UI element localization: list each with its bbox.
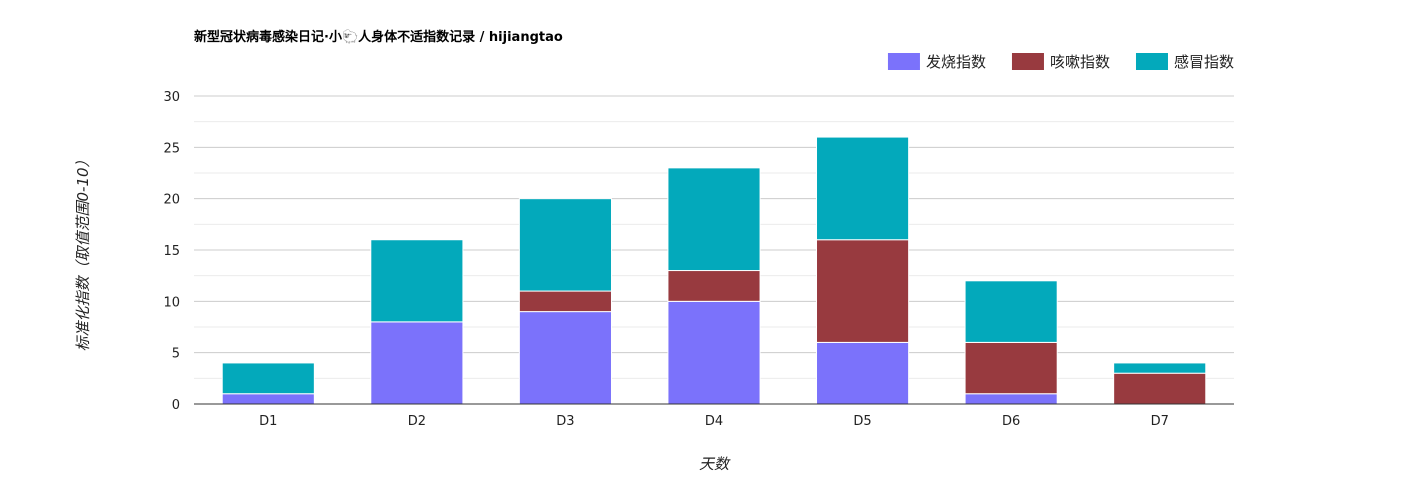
y-axis-title: 标准化指数（取值范围0-10） bbox=[74, 152, 92, 351]
y-tick-label: 15 bbox=[163, 244, 180, 259]
bar-segment bbox=[221, 362, 315, 395]
bar-segment bbox=[816, 136, 910, 241]
bar-segment bbox=[1113, 362, 1207, 374]
bar-segment bbox=[667, 270, 761, 302]
bar-segment bbox=[518, 290, 612, 313]
legend-swatch bbox=[1135, 53, 1168, 70]
y-tick-label: 30 bbox=[163, 90, 180, 105]
bar-segment bbox=[816, 239, 910, 343]
x-tick-label: D4 bbox=[705, 414, 723, 429]
bar-segment bbox=[518, 311, 612, 405]
legend-swatch bbox=[887, 53, 920, 70]
x-tick-label: D5 bbox=[853, 414, 871, 429]
y-tick-label: 0 bbox=[172, 398, 180, 413]
legend: 感冒指数 咳嗽指数 发烧指数 bbox=[887, 53, 1234, 71]
x-tick-label: D3 bbox=[556, 414, 574, 429]
bar-segment bbox=[221, 393, 315, 405]
chart-title: 新型冠状病毒感染日记·小🐑人身体不适指数记录 / hijiangtao bbox=[194, 28, 563, 45]
bar-segment bbox=[518, 198, 612, 292]
bar-segment bbox=[816, 341, 910, 405]
bar-segment bbox=[1113, 372, 1207, 405]
bar-segment bbox=[964, 341, 1058, 395]
legend-label: 咳嗽指数 bbox=[1050, 53, 1110, 71]
x-axis-ticks: D1 D2 D3 D4 D5 D6 D7 bbox=[259, 414, 1169, 429]
bars bbox=[221, 136, 1207, 405]
y-tick-label: 5 bbox=[172, 347, 180, 362]
x-tick-label: D7 bbox=[1151, 414, 1169, 429]
y-tick-label: 25 bbox=[163, 141, 180, 156]
bar-segment bbox=[370, 239, 464, 323]
legend-label: 发烧指数 bbox=[926, 53, 986, 71]
legend-label: 感冒指数 bbox=[1174, 53, 1234, 71]
bar-segment bbox=[370, 321, 464, 405]
x-tick-label: D1 bbox=[259, 414, 277, 429]
bar-segment bbox=[964, 280, 1058, 343]
legend-swatch bbox=[1011, 53, 1044, 70]
bar-segment bbox=[667, 167, 761, 272]
y-tick-label: 10 bbox=[163, 295, 180, 310]
x-tick-label: D6 bbox=[1002, 414, 1020, 429]
x-axis-title: 天数 bbox=[699, 455, 731, 473]
bar-segment bbox=[964, 393, 1058, 405]
y-tick-label: 20 bbox=[163, 193, 180, 208]
bar-segment bbox=[667, 300, 761, 405]
y-axis-ticks: 0 5 10 15 20 25 30 bbox=[163, 90, 180, 413]
x-tick-label: D2 bbox=[408, 414, 426, 429]
